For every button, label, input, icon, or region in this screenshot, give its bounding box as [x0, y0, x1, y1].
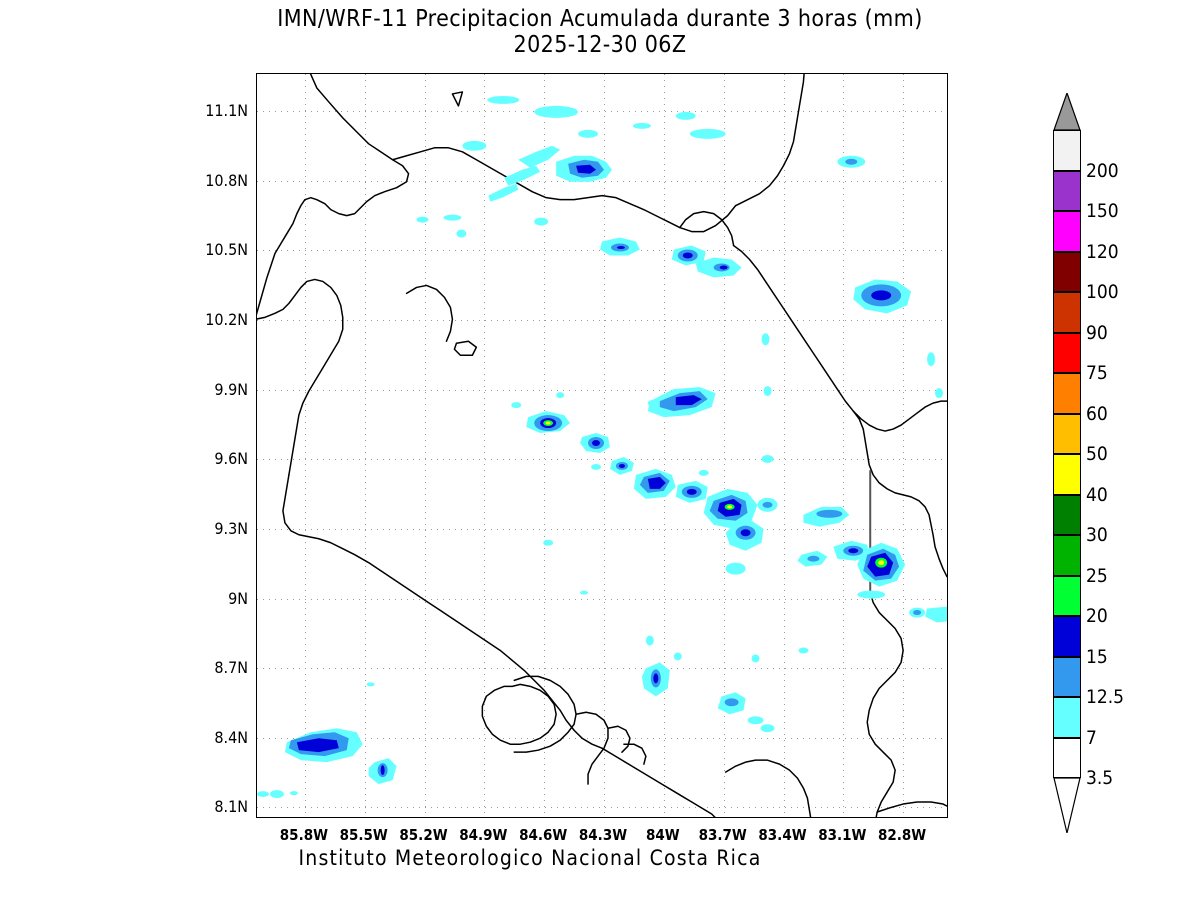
y-axis-label-6: 9.3N [214, 518, 248, 538]
y-axis-label-8: 8.7N [214, 658, 248, 678]
colorbar-tick-label-200: 200 [1086, 159, 1119, 182]
y-axis-label-1: 10.8N [205, 170, 248, 190]
colorbar-swatch-75[interactable] [1053, 332, 1081, 373]
x-axis-label-9: 83.1W [818, 826, 867, 844]
colorbar-legend[interactable]: 200 150 120 100 90 75 60 50 40 30 25 20 15 12.5 7 3.5 [1053, 91, 1193, 834]
gridline-lon-4 [544, 74, 546, 817]
gridline-lon-2 [424, 74, 426, 817]
gridline-lon-10 [903, 74, 905, 817]
gridline-lat-3 [257, 320, 947, 321]
y-axis-label-2: 10.5N [205, 240, 248, 260]
x-axis-label-5: 84.3W [578, 826, 628, 844]
x-axis-label-3: 84.9W [459, 826, 508, 844]
colorbar-tick-label-12-5: 12.5 [1086, 686, 1125, 708]
colorbar-tick-label-7: 7 [1086, 726, 1097, 749]
colorbar-swatch-7[interactable] [1053, 697, 1081, 738]
x-axis-labels: 85.8W 85.5W 85.2W 84.9W 84.6W 84.3W 84W 83.7W 83… [256, 826, 948, 848]
x-axis-label-7: 83.7W [698, 826, 747, 844]
colorbar-tick-label-150: 150 [1086, 200, 1119, 222]
x-axis-label-2: 85.2W [399, 826, 448, 844]
colorbar-tick-label-50: 50 [1086, 443, 1108, 465]
colorbar-swatch-20[interactable] [1053, 575, 1081, 616]
colorbar-swatch-12-5[interactable] [1053, 656, 1081, 697]
colorbar-tick-label-75: 75 [1086, 362, 1108, 384]
colorbar-swatch-90[interactable] [1053, 292, 1081, 333]
gridline-lat-7 [257, 598, 947, 600]
gridline-lon-9 [843, 74, 845, 817]
y-axis-label-3: 10.2N [205, 310, 248, 329]
colorbar-tick-label-40: 40 [1086, 483, 1108, 506]
gridline-lon-3 [484, 74, 486, 817]
x-axis-label-8: 83.4W [758, 826, 807, 844]
x-axis-label-10: 82.8W [878, 826, 927, 844]
colorbar-swatch-50[interactable] [1053, 413, 1081, 454]
y-axis-label-9: 8.4N [214, 727, 248, 747]
x-axis-label-1: 85.5W [339, 826, 388, 844]
gridline-lat-9 [257, 737, 947, 739]
x-axis-label-6: 84W [645, 826, 680, 844]
colorbar-swatch-25[interactable] [1053, 535, 1081, 576]
precipitation-contours [257, 95, 947, 799]
colorbar-bottom-arrow [1053, 777, 1081, 834]
gridline-lon-8 [783, 74, 785, 817]
y-axis-label-10: 8.1N [214, 797, 248, 817]
gridline-lon-0 [304, 74, 306, 817]
colorbar-tick-label-20: 20 [1086, 605, 1108, 627]
colorbar-tick-label-100: 100 [1086, 281, 1119, 303]
colorbar-tick-label-120: 120 [1086, 240, 1119, 263]
coastline-overlay [257, 74, 947, 817]
colorbar-swatch-15[interactable] [1053, 616, 1081, 657]
colorbar-tick-label-60: 60 [1086, 402, 1108, 425]
colorbar-swatch-150[interactable] [1053, 170, 1081, 211]
gridline-lat-10 [257, 807, 947, 809]
y-axis-label-0: 11.1N [205, 101, 248, 121]
chart-title-line-2: 2025-12-30 06Z [513, 32, 687, 58]
chart-title-block: IMN/WRF-11 Precipitacion Acumulada duran… [0, 6, 1200, 58]
y-axis-label-7: 9N [228, 588, 248, 608]
gridline-lat-8 [257, 668, 947, 670]
colorbar-swatch-40[interactable] [1053, 454, 1081, 495]
gridline-lat-5 [257, 459, 947, 461]
map-plot-area [256, 73, 948, 818]
colorbar-swatch-3-5[interactable] [1053, 737, 1081, 778]
colorbar-swatch-30[interactable] [1053, 494, 1081, 535]
y-axis-label-4: 9.9N [214, 379, 248, 399]
colorbar-tick-label-25: 25 [1086, 564, 1108, 587]
colorbar-tick-label-30: 30 [1086, 524, 1108, 546]
gridline-lat-4 [257, 389, 947, 391]
colorbar-top-arrow [1053, 91, 1081, 131]
colorbar-tick-label-15: 15 [1086, 645, 1108, 668]
colorbar-swatch-120[interactable] [1053, 211, 1081, 252]
colorbar-swatch-200[interactable] [1053, 130, 1081, 171]
gridline-lon-1 [364, 74, 366, 817]
source-footer: Instituto Meteorologico Nacional Costa R… [298, 846, 762, 870]
colorbar-swatch-100[interactable] [1053, 251, 1081, 292]
gridline-lat-2 [257, 250, 947, 252]
gridline-lat-6 [257, 528, 947, 530]
gridline-lon-6 [663, 74, 665, 817]
colorbar-swatch-60[interactable] [1053, 373, 1081, 414]
colorbar-tick-label-3-5: 3.5 [1086, 767, 1114, 789]
colorbar-tick-label-90: 90 [1086, 321, 1108, 344]
y-axis-labels: 11.1N 10.8N 10.5N 10.2N 9.9N 9.6N 9.3N 9N 8.7N 8.… [0, 73, 1200, 818]
gridline-lat-0 [257, 111, 947, 113]
gridline-lon-7 [723, 74, 725, 817]
x-axis-label-4: 84.6W [519, 826, 568, 844]
y-axis-label-5: 9.6N [214, 449, 248, 469]
gridline-lat-1 [257, 180, 947, 182]
x-axis-label-0: 85.8W [279, 826, 328, 844]
chart-title-line-1: IMN/WRF-11 Precipitacion Acumulada duran… [277, 6, 923, 32]
